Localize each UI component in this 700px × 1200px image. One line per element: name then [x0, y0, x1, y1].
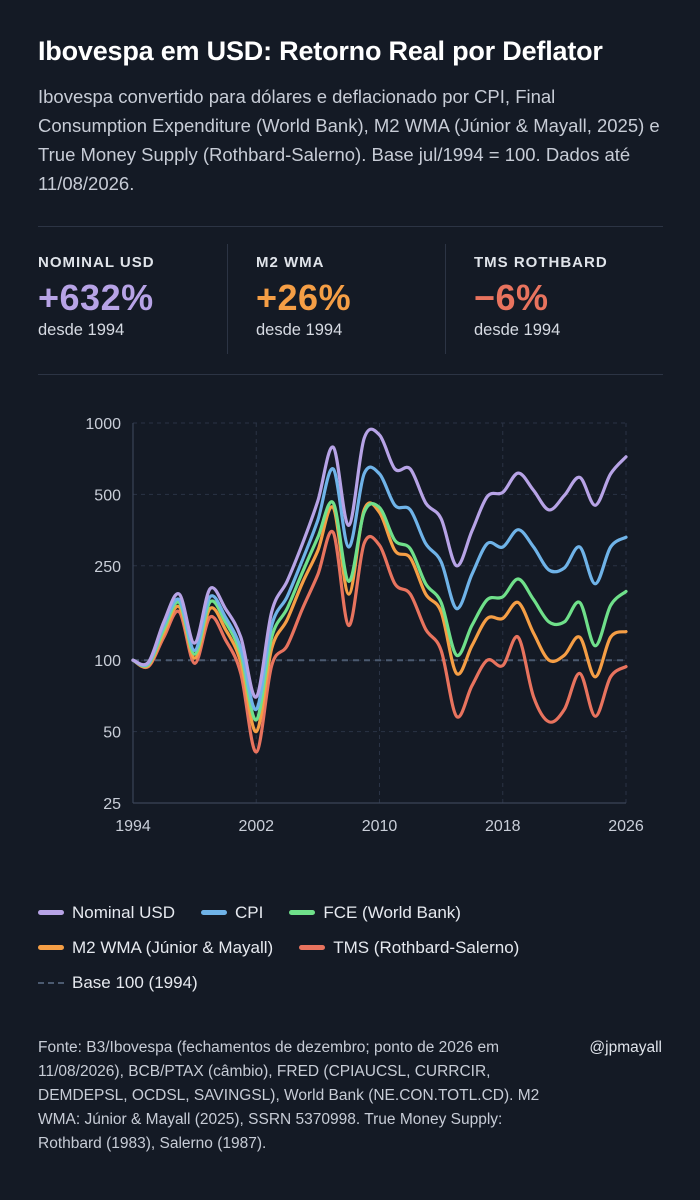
stat-sub: desde 1994: [256, 321, 343, 339]
stat-nominal-usd: NOMINAL USD +632% desde 1994: [38, 244, 227, 354]
x-tick-label: 1994: [115, 818, 151, 835]
stat-sub: desde 1994: [474, 321, 561, 339]
legend: Nominal USD CPI FCE (World Bank) M2 WMA …: [38, 895, 668, 1000]
legend-item-base-100: Base 100 (1994): [38, 973, 198, 993]
stat-label: TMS ROTHBARD: [474, 254, 608, 271]
stat-m2-wma: M2 WMA +26% desde 1994: [227, 244, 445, 354]
stat-label: M2 WMA: [256, 254, 325, 271]
x-tick-label: 2018: [485, 818, 521, 835]
legend-item-fce: FCE (World Bank): [289, 903, 461, 923]
series-line-fce-world-bank: [131, 500, 628, 722]
series-line-nominal-usd: [131, 427, 628, 699]
stats-row: NOMINAL USD +632% desde 1994 M2 WMA +26%…: [38, 244, 663, 354]
series-line-tms-rothbard-salerno: [131, 529, 628, 754]
x-tick-label: 2026: [608, 818, 644, 835]
legend-swatch: [299, 945, 326, 950]
stat-sub: desde 1994: [38, 321, 125, 339]
legend-item-m2-wma: M2 WMA (Júnior & Mayall): [38, 938, 273, 958]
line-chart: 25 50 100 250 500 1000 1994 2002 2010 2018 2026: [85, 416, 644, 835]
stat-value: −6%: [474, 277, 549, 318]
y-tick-label: 250: [94, 559, 121, 576]
legend-label: TMS (Rothbard-Salerno): [333, 937, 520, 957]
legend-swatch: [289, 910, 316, 915]
series-line-m2-wma-j-nior-mayall: [131, 501, 628, 734]
page-subtitle: Ibovespa convertido para dólares e defla…: [38, 86, 660, 194]
legend-swatch: [200, 910, 227, 915]
series-line-cpi: [131, 465, 628, 712]
page-title: Ibovespa em USD: Retorno Real por Deflat…: [38, 36, 603, 66]
stat-value: +26%: [256, 277, 352, 318]
legend-item-nominal-usd: Nominal USD: [38, 903, 175, 923]
x-tick-label: 2010: [362, 818, 398, 835]
legend-label: CPI: [234, 902, 264, 922]
legend-label: Nominal USD: [72, 902, 175, 922]
stat-tms-rothbard: TMS ROTHBARD −6% desde 1994: [445, 244, 663, 354]
legend-row: Nominal USD CPI FCE (World Bank): [38, 895, 668, 930]
stat-value: +632%: [38, 277, 154, 318]
legend-label: Base 100 (1994): [72, 972, 198, 992]
y-tick-label: 500: [94, 487, 121, 504]
stat-label: NOMINAL USD: [38, 254, 155, 271]
source-note: Fonte: B3/Ibovespa (fechamentos de dezem…: [38, 1039, 540, 1152]
y-tick-label: 1000: [85, 416, 121, 433]
legend-swatch-dashed: [38, 981, 64, 984]
legend-item-cpi: CPI: [200, 902, 264, 923]
legend-row: Base 100 (1994): [38, 965, 668, 1000]
legend-swatch: [38, 910, 64, 915]
legend-label: M2 WMA (Júnior & Mayall): [72, 937, 274, 957]
author-handle: @jpmayall: [589, 1039, 662, 1056]
legend-row: M2 WMA (Júnior & Mayall) TMS (Rothbard-S…: [38, 930, 668, 965]
legend-swatch: [38, 945, 64, 950]
y-tick-label: 25: [103, 796, 121, 813]
divider-bottom: [38, 374, 663, 375]
y-tick-label: 50: [103, 725, 121, 742]
x-tick-label: 2002: [238, 818, 274, 835]
y-tick-label: 100: [94, 653, 121, 670]
divider-top: [38, 226, 663, 227]
legend-label: FCE (World Bank): [323, 902, 461, 922]
legend-item-tms: TMS (Rothbard-Salerno): [299, 938, 519, 958]
